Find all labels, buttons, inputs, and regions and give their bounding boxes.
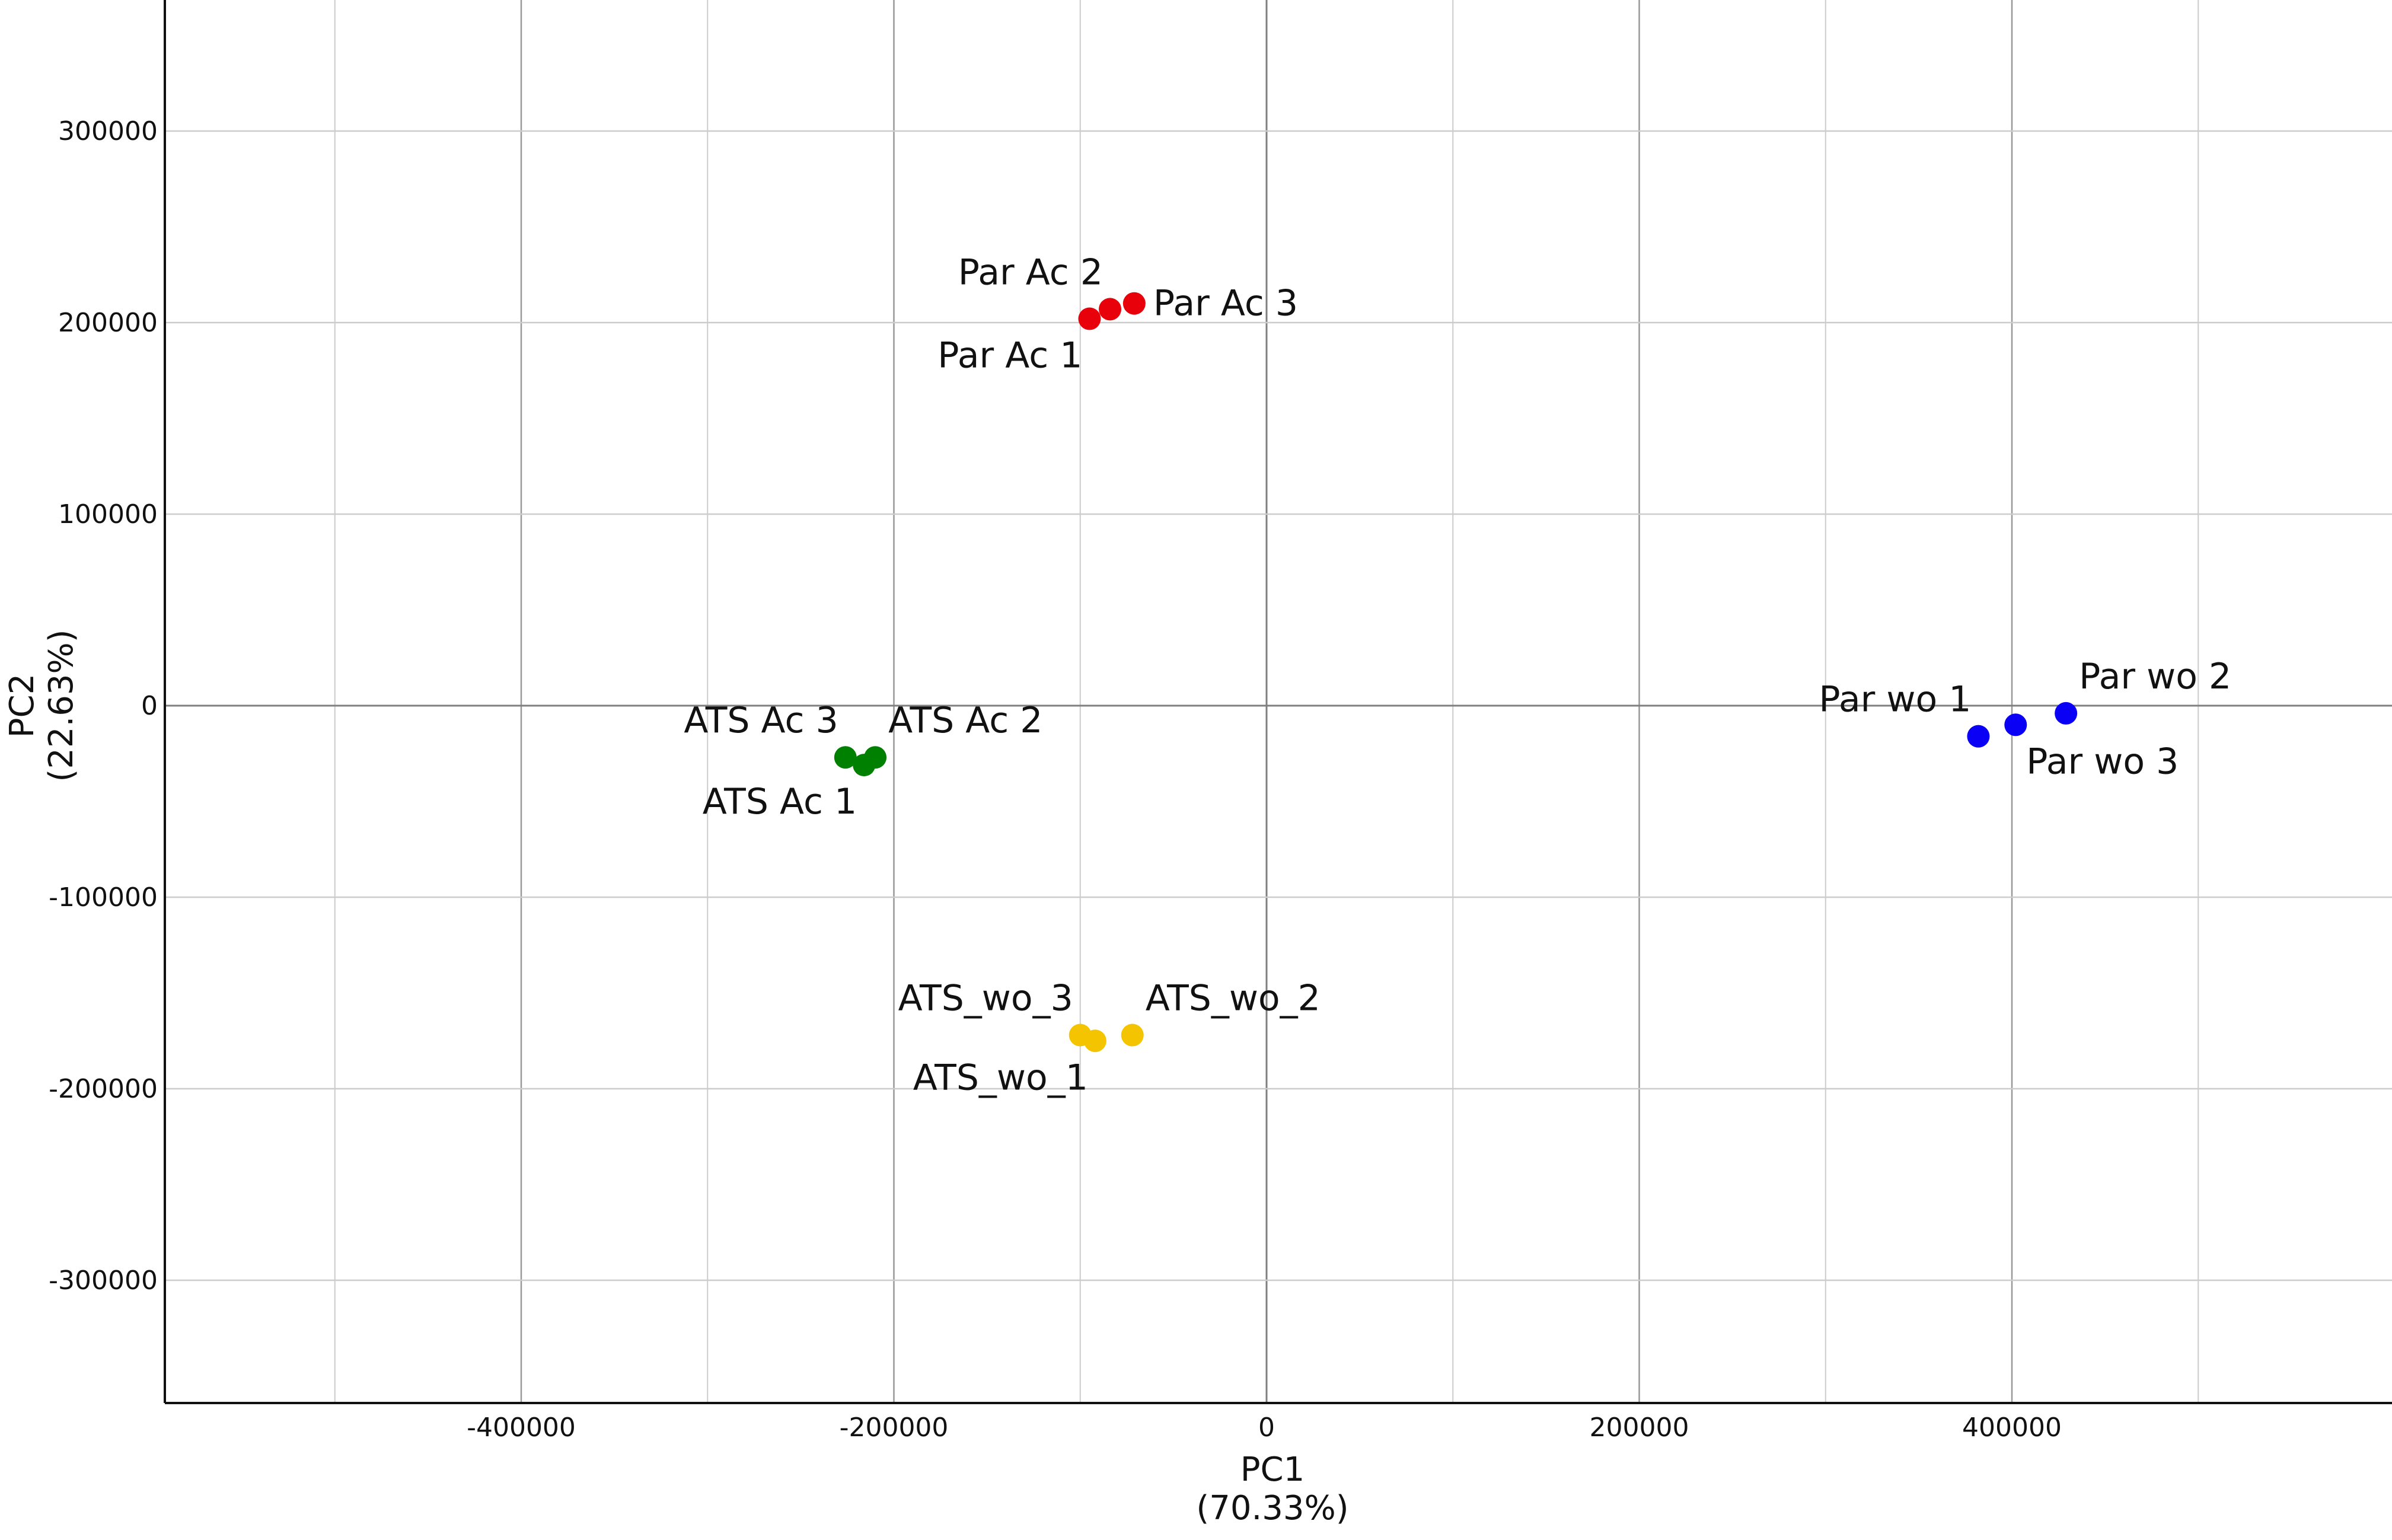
data-point (2004, 713, 2027, 736)
x-tick-label: 0 (1258, 1413, 1275, 1443)
x-tick-label: 200000 (1590, 1413, 1689, 1443)
y-axis-title: PC2 (3, 674, 42, 738)
y-tick-labels: 300000 200000 100000 0 -100000 -200000 -300000 (49, 116, 158, 1296)
data-point-label: ATS_wo_2 (1146, 978, 1321, 1019)
data-point (1967, 725, 1990, 748)
data-point-label: Par wo 3 (2026, 741, 2179, 782)
data-point-label: ATS Ac 3 (684, 700, 838, 741)
y-tick-label: 300000 (58, 116, 158, 146)
axes (164, 0, 2392, 1404)
data-point-label: Par Ac 2 (958, 251, 1103, 293)
data-point (1069, 1024, 1092, 1047)
y-axis-subtitle: (22.63%) (42, 629, 81, 782)
data-point (1078, 307, 1101, 330)
data-point-label: Par Ac 1 (937, 335, 1082, 377)
data-point-label: Par wo 1 (1819, 679, 1971, 720)
data-point (1121, 1024, 1144, 1047)
data-point-label: Par Ac 3 (1153, 283, 1298, 324)
data-point (834, 746, 857, 769)
y-tick-label: 200000 (58, 308, 158, 338)
data-point (1122, 292, 1146, 315)
data-point (864, 746, 887, 769)
gridlines (165, 0, 2392, 1403)
y-tick-label: -300000 (49, 1265, 158, 1296)
y-tick-label: 0 (141, 691, 158, 721)
data-point-label: Par wo 2 (2079, 656, 2231, 697)
data-points (834, 292, 2078, 1053)
x-tick-labels: -400000 -200000 0 200000 400000 (467, 1413, 2062, 1443)
data-point-label: ATS_wo_1 (913, 1057, 1088, 1098)
x-axis-subtitle: (70.33%) (1196, 1489, 1348, 1528)
data-point-label: ATS Ac 1 (703, 781, 857, 822)
data-point (1099, 298, 1122, 321)
y-tick-label: 100000 (58, 499, 158, 530)
y-tick-label: -200000 (49, 1074, 158, 1104)
data-point (2055, 702, 2078, 725)
x-tick-label: 400000 (1962, 1413, 2062, 1443)
y-tick-label: -100000 (49, 882, 158, 913)
data-point-label: ATS Ac 2 (888, 700, 1042, 741)
point-labels: Par Ac 1 Par Ac 2 Par Ac 3 ATS Ac 1 ATS Ac 2… (684, 251, 2231, 1098)
x-tick-label: -200000 (840, 1413, 949, 1443)
x-tick-label: -400000 (467, 1413, 576, 1443)
data-point-label: ATS_wo_3 (898, 978, 1073, 1019)
x-axis-title: PC1 (1240, 1450, 1305, 1489)
